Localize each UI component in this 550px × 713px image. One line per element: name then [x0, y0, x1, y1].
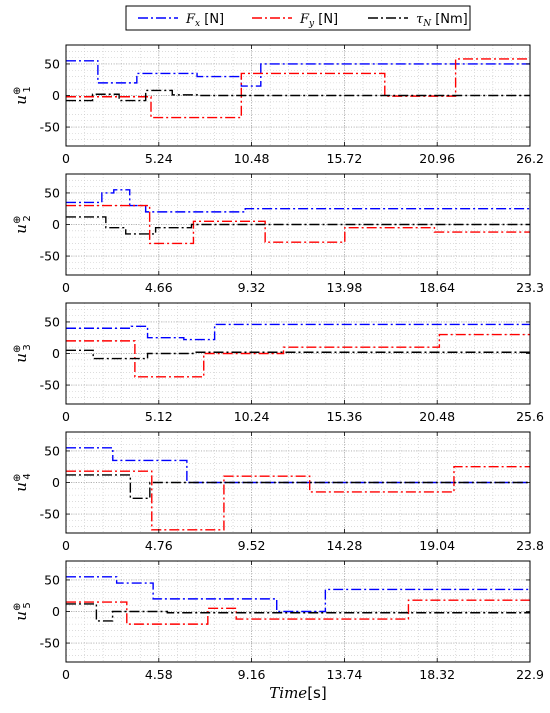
- y-tick-label: 0: [52, 475, 60, 490]
- x-tick-label: 20.96: [419, 151, 455, 166]
- x-axis-label: Time[s]: [269, 684, 326, 702]
- x-tick-label: 22.9: [516, 667, 544, 682]
- x-tick-label: 18.64: [419, 280, 455, 295]
- y-tick-label: 50: [44, 56, 60, 71]
- series-line-fx: [66, 576, 530, 613]
- x-tick-label: 0: [62, 280, 70, 295]
- subplot-5: 0 4.58 9.16 13.74 18.32 22.9 50 0 -50 u⊕5: [12, 560, 544, 682]
- x-tick-label: 14.28: [327, 538, 363, 553]
- series-line-fx: [66, 60, 530, 87]
- y-tick-label: 50: [44, 185, 60, 200]
- legend-box: [125, 5, 471, 31]
- legend: Fx [N] Fy [N] τN [Nm]: [125, 5, 471, 31]
- x-tick-label: 4.58: [145, 667, 173, 682]
- series-line-τn: [66, 603, 530, 622]
- y-tick-label: 50: [44, 572, 60, 587]
- y-tick-label: -50: [40, 249, 60, 264]
- subplot-4: 0 4.76 9.52 14.28 19.04 23.8 50 0 -50 u⊕4: [12, 431, 544, 553]
- y-tick-label: 50: [44, 314, 60, 329]
- y-tick-label: -50: [40, 636, 60, 651]
- x-tick-label: 4.76: [145, 538, 173, 553]
- x-tick-label: 10.48: [234, 151, 270, 166]
- y-axis-label: u⊕4: [12, 473, 33, 491]
- y-tick-label: -50: [40, 120, 60, 135]
- subplot-1: 0 5.24 10.48 15.72 20.96 26.2 50 0 -50 u⊕1: [12, 44, 544, 166]
- series-line-fy: [66, 58, 530, 119]
- series-line-fy: [66, 204, 530, 245]
- series-line-fy: [66, 466, 530, 531]
- x-tick-label: 23.8: [516, 538, 544, 553]
- subplot-2: 0 4.66 9.32 13.98 18.64 23.3 50 0 -50 u⊕2: [12, 173, 544, 295]
- series-line-τn: [66, 89, 530, 102]
- x-tick-label: 5.24: [145, 151, 173, 166]
- series-line-τn: [66, 349, 530, 360]
- x-tick-label: 25.6: [516, 409, 544, 424]
- x-tick-label: 13.98: [327, 280, 363, 295]
- y-axis-label: u⊕1: [12, 86, 33, 104]
- y-tick-label: 0: [52, 604, 60, 619]
- y-axis-label: u⊕3: [12, 344, 33, 362]
- x-tick-label: 23.3: [516, 280, 544, 295]
- x-tick-label: 9.32: [238, 280, 266, 295]
- subplots: 0 5.24 10.48 15.72 20.96 26.2 50 0 -50 u⊕1 0 4.66 9.…: [12, 44, 544, 682]
- y-tick-label: 0: [52, 346, 60, 361]
- x-tick-label: 15.36: [327, 409, 363, 424]
- x-tick-label: 18.32: [419, 667, 455, 682]
- series-line-fx: [66, 189, 530, 213]
- x-tick-label: 0: [62, 151, 70, 166]
- series-line-fx: [66, 447, 530, 484]
- series-line-τn: [66, 474, 530, 499]
- y-tick-label: 50: [44, 443, 60, 458]
- x-tick-label: 15.72: [327, 151, 363, 166]
- y-tick-label: -50: [40, 507, 60, 522]
- x-tick-label: 4.66: [145, 280, 173, 295]
- y-tick-label: -50: [40, 378, 60, 393]
- legend-label-1: Fy [N]: [299, 12, 338, 29]
- y-tick-label: 0: [52, 217, 60, 232]
- x-tick-label: 13.74: [327, 667, 363, 682]
- x-tick-label: 9.52: [238, 538, 266, 553]
- series-line-τn: [66, 216, 530, 235]
- x-tick-label: 26.2: [516, 151, 544, 166]
- x-tick-label: 0: [62, 409, 70, 424]
- series-line-fy: [66, 599, 530, 625]
- x-tick-label: 10.24: [234, 409, 270, 424]
- series-line-fx: [66, 323, 530, 341]
- x-tick-label: 20.48: [419, 409, 455, 424]
- y-tick-label: 0: [52, 88, 60, 103]
- x-tick-label: 19.04: [419, 538, 455, 553]
- x-tick-label: 5.12: [145, 409, 173, 424]
- subplot-3: 0 5.12 10.24 15.36 20.48 25.6 50 0 -50 u⊕3: [12, 302, 544, 424]
- y-axis-label: u⊕2: [12, 215, 33, 233]
- legend-label-0: Fx [N]: [185, 12, 224, 29]
- legend-label-2: τN [Nm]: [416, 12, 468, 29]
- x-tick-label: 0: [62, 538, 70, 553]
- y-axis-label: u⊕5: [12, 602, 33, 620]
- x-tick-label: 0: [62, 667, 70, 682]
- x-tick-label: 9.16: [238, 667, 266, 682]
